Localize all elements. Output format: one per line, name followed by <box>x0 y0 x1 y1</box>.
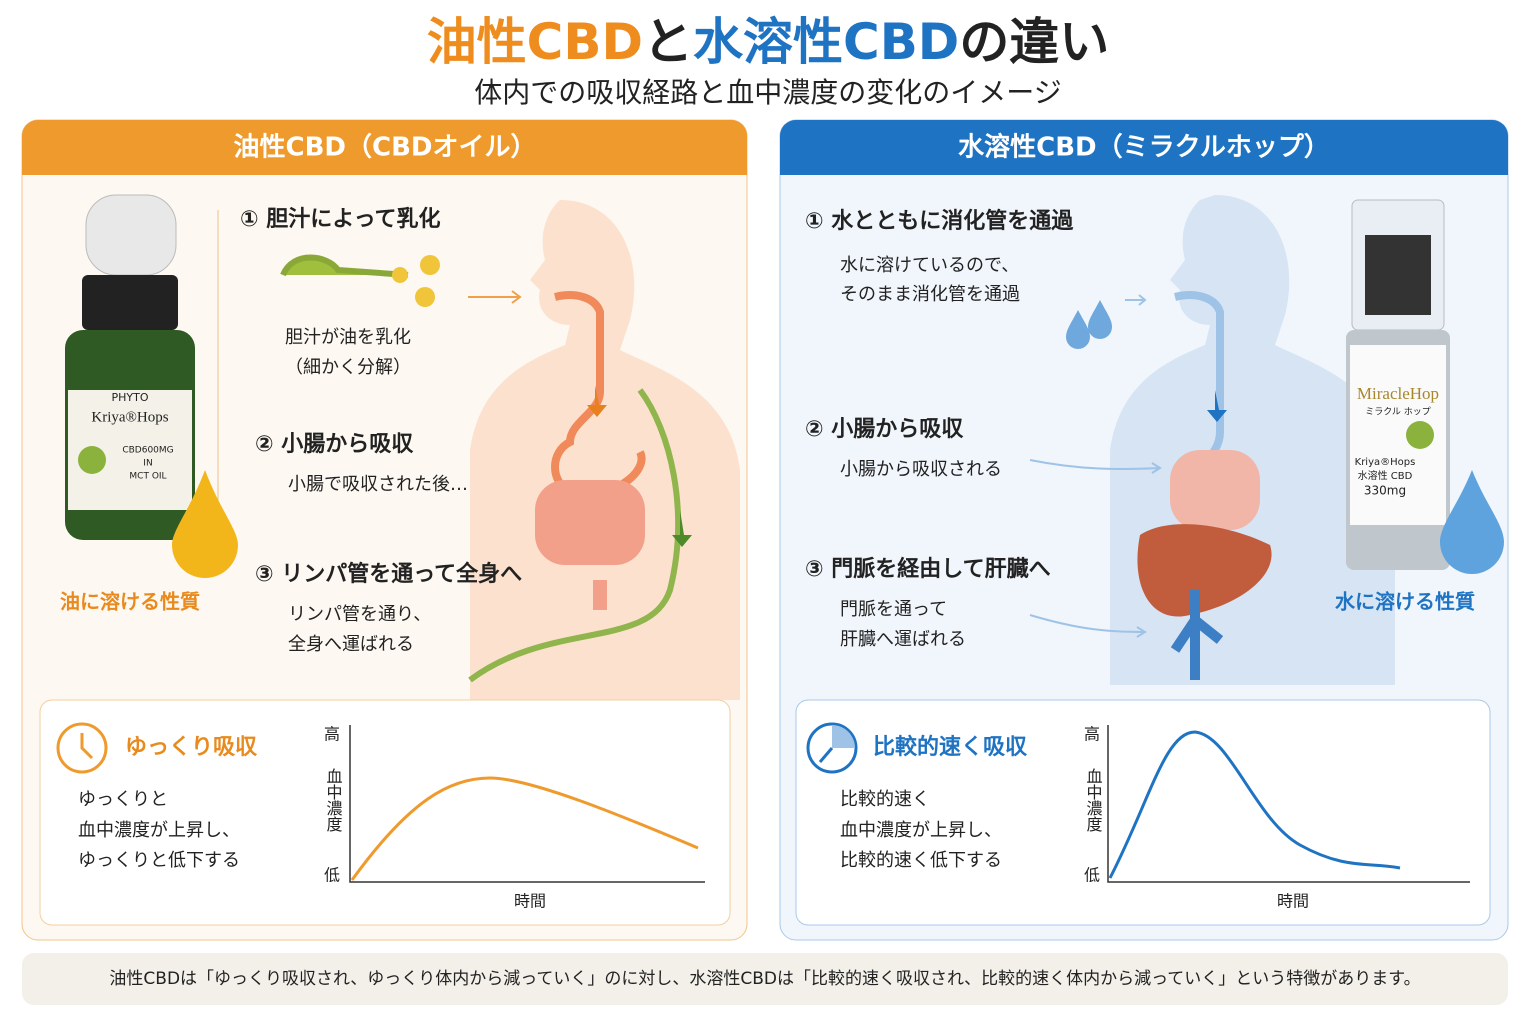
step-desc: 小腸で吸収された後… <box>288 474 468 495</box>
panel-header: 水溶性CBD（ミラクルホップ） <box>958 132 1330 163</box>
title-part: 油性CBD <box>427 13 643 71</box>
curve <box>350 776 699 881</box>
step-desc: 門脈を通って <box>840 599 947 620</box>
curve <box>1108 730 1401 879</box>
title-part: 水溶性CBD <box>693 13 959 71</box>
summary-line: ゆっくりと低下する <box>78 850 240 871</box>
step-title: ③ リンパ管を通って全身へ <box>255 561 522 587</box>
step-title: ② 小腸から吸収 <box>805 417 964 442</box>
product-label: 水溶性 CBD <box>1358 469 1413 482</box>
step-desc: そのまま消化管を通過 <box>840 284 1020 305</box>
title-part: と <box>643 13 693 71</box>
summary-line: 血中濃度が上昇し、 <box>840 820 1002 841</box>
panel-header: 油性CBD（CBDオイル） <box>234 133 537 163</box>
left-panel: 油性CBD（CBDオイル） PHYTO Kriya®Hops CBD600MG … <box>21 119 748 941</box>
summary-line: 比較的速く <box>840 789 930 810</box>
summary-title: ゆっくり吸収 <box>125 735 258 760</box>
property-label: 水に溶ける性質 <box>1335 590 1475 614</box>
product-label: PHYTO <box>111 391 148 404</box>
step-desc: （細かく分解） <box>285 357 411 378</box>
axis-label: 時間 <box>514 892 546 911</box>
step-title: ③ 門脈を経由して肝臓へ <box>805 556 1051 582</box>
product-label: CBD600MG <box>122 446 173 456</box>
step-title: ① 水とともに消化管を通過 <box>805 208 1074 234</box>
step-desc: リンパ管を通り、 <box>288 604 431 625</box>
axis-label: 低 <box>1084 866 1100 885</box>
product-label: Kriya®Hops <box>1355 457 1416 468</box>
title: 油性CBDと水溶性CBDの違い <box>427 13 1110 71</box>
axis-label: 血中濃度 <box>1084 768 1103 832</box>
step-desc: 水に溶けているので、 <box>840 255 1019 276</box>
right-panel: 水溶性CBD（ミラクルホップ） MiracleHop ミラクル ホップ Kriy… <box>779 119 1509 941</box>
summary-line: ゆっくりと <box>78 789 168 810</box>
axis-label: 高 <box>324 725 340 744</box>
product-label: 330mg <box>1364 484 1406 498</box>
footer-box <box>22 953 1508 1005</box>
product-label: Kriya®Hops <box>91 409 168 425</box>
title-part: の違い <box>959 13 1109 71</box>
step-title: ① 胆汁によって乳化 <box>240 206 441 232</box>
axis-label: 高 <box>1084 725 1100 744</box>
product-label: ミラクル ホップ <box>1365 407 1431 418</box>
summary-line: 血中濃度が上昇し、 <box>78 820 240 841</box>
step-desc: 胆汁が油を乳化 <box>285 327 411 348</box>
property-label: 油に溶ける性質 <box>60 590 200 614</box>
step-desc: 小腸から吸収される <box>840 459 1002 480</box>
axis-label: 低 <box>324 866 340 885</box>
axis-label: 時間 <box>1277 892 1309 911</box>
axis-label: 血中濃度 <box>324 768 343 832</box>
product-label: MCT OIL <box>129 472 166 482</box>
summary-title: 比較的速く吸収 <box>873 734 1028 760</box>
footer-text: 油性CBDは「ゆっくり吸収され、ゆっくり体内から減っていく」のに対し、水溶性CB… <box>109 969 1420 989</box>
step-desc: 全身へ運ばれる <box>288 634 414 655</box>
summary-line: 比較的速く低下する <box>840 850 1002 871</box>
subtitle: 体内での吸収経路と血中濃度の変化のイメージ <box>474 76 1061 109</box>
step-desc: 肝臓へ運ばれる <box>840 629 966 650</box>
step-title: ② 小腸から吸収 <box>255 432 414 457</box>
product-label: MiracleHop <box>1357 384 1439 403</box>
product-label: IN <box>143 459 152 469</box>
